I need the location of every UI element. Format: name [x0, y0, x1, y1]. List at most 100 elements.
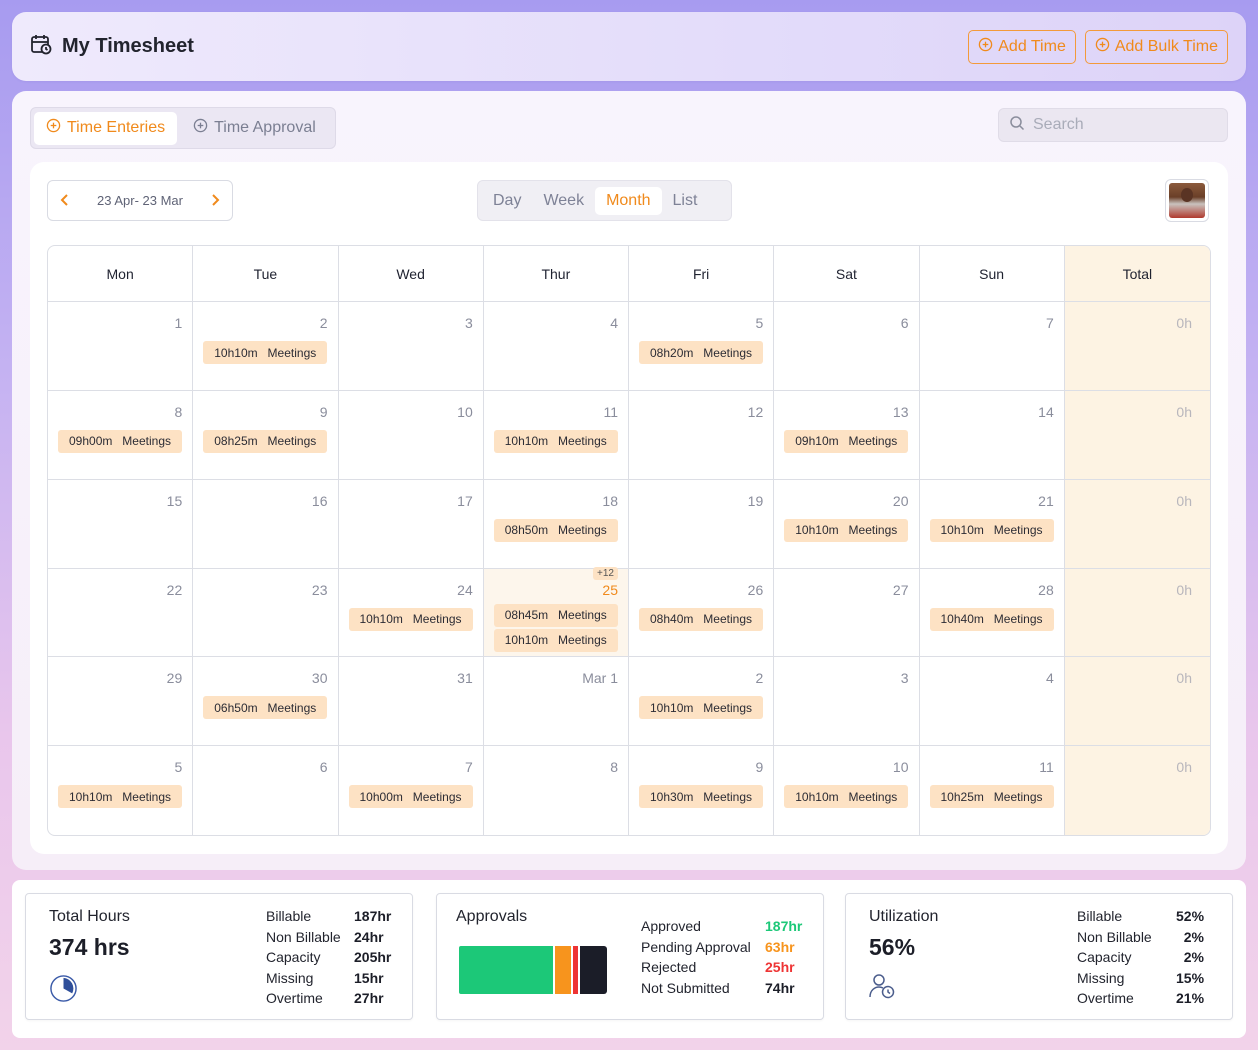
calendar-day-cell[interactable]: 17 [338, 479, 484, 569]
calendar-day-cell[interactable]: 24 10h10m Meetings [338, 568, 484, 658]
day-number: 5 [174, 759, 183, 776]
total-hours-keys: Billable Non Billable Capacity Missing O… [266, 906, 341, 1009]
calendar-day-cell[interactable]: 6 [193, 746, 339, 835]
total-hours-value: 374 hrs [49, 934, 130, 960]
day-number: 6 [319, 759, 328, 776]
calendar-day-cell[interactable]: 20 10h10m Meetings [774, 479, 920, 569]
calendar-day-cell[interactable]: Mar 1 [483, 657, 629, 747]
calendar-day-cell[interactable]: 21 10h10m Meetings [919, 479, 1065, 569]
time-entry-chip[interactable]: 08h25m Meetings [203, 429, 328, 453]
calendar-day-cell[interactable]: 29 [48, 657, 194, 747]
time-entry-chip[interactable]: 08h45m Meetings [493, 603, 618, 627]
calendar-day-cell[interactable]: 19 [629, 479, 775, 569]
time-entry-chip[interactable]: 10h40m Meetings [929, 607, 1054, 631]
day-number: 8 [610, 759, 618, 776]
time-entry-chip[interactable]: 09h00m Meetings [58, 429, 182, 453]
calendar-day-cell[interactable]: 22 [48, 568, 194, 658]
calendar-day-cell[interactable]: 8 09h00m Meetings [48, 390, 194, 480]
time-entry-chip[interactable]: 10h10m Meetings [58, 785, 182, 809]
day-number: 11 [1039, 759, 1054, 776]
view-day[interactable]: Day [493, 191, 522, 209]
calendar-day-cell[interactable]: 6 [774, 302, 920, 391]
calendar-day-cell[interactable]: 26 08h40m Meetings [629, 568, 775, 658]
calendar-day-cell[interactable]: +12 25 08h45m Meetings 10h10m Meetings [483, 566, 629, 658]
calendar-day-cell[interactable]: 15 [48, 479, 194, 569]
time-entry-chip[interactable]: 06h50m Meetings [203, 696, 328, 720]
calendar-day-cell[interactable]: 7 [919, 302, 1065, 391]
calendar-day-cell[interactable]: 5 10h10m Meetings [48, 746, 194, 835]
time-entry-chip[interactable]: 10h30m Meetings [639, 785, 763, 809]
calendar-day-cell[interactable]: 12 [629, 390, 775, 480]
calendar-day-cell[interactable]: 3 [774, 657, 920, 747]
calendar-day-cell[interactable]: 18 08h50m Meetings [483, 479, 629, 569]
day-number: 1 [174, 315, 183, 331]
time-entry-chip[interactable]: 08h50m Meetings [493, 518, 618, 542]
day-number: 7 [464, 759, 473, 776]
entry-type: Meetings [558, 434, 607, 449]
calendar-day-cell[interactable]: 2 10h10m Meetings [629, 657, 775, 747]
calendar-day-cell[interactable]: 10 10h10m Meetings [774, 746, 920, 835]
calendar-day-cell[interactable]: 4 [919, 657, 1065, 747]
entry-duration: 08h50m [504, 523, 549, 538]
kv-value: 21% [1176, 990, 1205, 1006]
calendar-day-cell[interactable]: 9 08h25m Meetings [193, 390, 339, 480]
time-entry-chip[interactable]: 10h10m Meetings [203, 341, 328, 364]
calendar-day-cell[interactable]: 9 10h30m Meetings [629, 746, 775, 835]
kv-value: 205hr [354, 949, 392, 965]
time-entry-chip[interactable]: 10h10m Meetings [929, 518, 1054, 542]
time-entry-chip[interactable]: 10h00m Meetings [348, 785, 473, 809]
column-header: Total [1064, 246, 1210, 302]
calendar-day-cell[interactable]: 16 [193, 479, 339, 569]
entry-duration: 10h00m [359, 789, 403, 804]
add-time-button[interactable]: Add Time [968, 29, 1076, 64]
view-month[interactable]: Month [595, 186, 662, 215]
entry-duration: 09h10m [795, 434, 839, 449]
calendar-day-cell[interactable]: 10 [338, 390, 484, 480]
calendar-day-cell[interactable]: 2 10h10m Meetings [193, 302, 339, 391]
kv-value: 74hr [765, 979, 795, 996]
time-entry-chip[interactable]: 10h10m Meetings [639, 696, 763, 720]
search-input[interactable] [1033, 116, 1213, 134]
calendar-day-cell[interactable]: 5 08h20m Meetings [629, 302, 775, 391]
tab-time-entries[interactable]: Time Enteries [34, 111, 178, 145]
more-entries-badge[interactable]: +12 [593, 566, 618, 580]
time-entry-chip[interactable]: 10h25m Meetings [929, 785, 1054, 809]
day-number: 12 [747, 403, 764, 420]
calendar-day-cell[interactable]: 31 [338, 657, 484, 747]
calendar-day-cell[interactable]: 23 [193, 568, 339, 658]
view-list[interactable]: List [672, 191, 698, 209]
calendar-day-cell[interactable]: 11 10h10m Meetings [483, 390, 629, 480]
bar-gap [578, 946, 580, 994]
entry-duration: 10h40m [940, 612, 984, 626]
calendar-day-cell[interactable]: 30 06h50m Meetings [193, 657, 339, 747]
kv-key: Rejected [641, 959, 697, 975]
calendar-day-cell[interactable]: 3 [338, 302, 484, 391]
time-entry-chip[interactable]: 10h10m Meetings [348, 607, 473, 631]
kv-key: Billable [1077, 908, 1123, 924]
calendar-day-cell[interactable]: 1 [48, 302, 194, 391]
tab-time-approval[interactable]: Time Approval [181, 112, 328, 145]
time-entry-chip[interactable]: 10h10m Meetings [493, 628, 618, 652]
add-bulk-time-button[interactable]: Add Bulk Time [1084, 29, 1228, 64]
chevron-left-icon[interactable] [60, 192, 70, 210]
calendar-day-cell[interactable]: 28 10h40m Meetings [919, 568, 1065, 658]
calendar-day-cell[interactable]: 4 [483, 302, 629, 391]
time-entry-chip[interactable]: 10h10m Meetings [784, 518, 909, 542]
time-entry-chip[interactable]: 10h10m Meetings [493, 429, 618, 453]
calendar-day-cell[interactable]: 14 [919, 390, 1065, 480]
view-week[interactable]: Week [543, 191, 585, 209]
calendar-day-cell[interactable]: 11 10h25m Meetings [920, 746, 1065, 835]
stats-panel: Total Hours 374 hrs Billable Non Billabl… [12, 880, 1246, 1038]
calendar-day-cell[interactable]: 7 10h00m Meetings [339, 746, 484, 835]
tab-label: Time Enteries [67, 119, 166, 136]
avatar[interactable] [1165, 179, 1209, 222]
kv-key: Non Billable [266, 928, 341, 945]
chevron-right-icon[interactable] [210, 192, 220, 210]
time-entry-chip[interactable]: 08h20m Meetings [639, 341, 763, 364]
time-entry-chip[interactable]: 10h10m Meetings [784, 785, 909, 809]
time-entry-chip[interactable]: 08h40m Meetings [639, 607, 763, 631]
calendar-day-cell[interactable]: 8 [484, 746, 629, 835]
time-entry-chip[interactable]: 09h10m Meetings [784, 429, 909, 453]
calendar-day-cell[interactable]: 27 [774, 568, 920, 658]
calendar-day-cell[interactable]: 13 09h10m Meetings [774, 390, 920, 480]
